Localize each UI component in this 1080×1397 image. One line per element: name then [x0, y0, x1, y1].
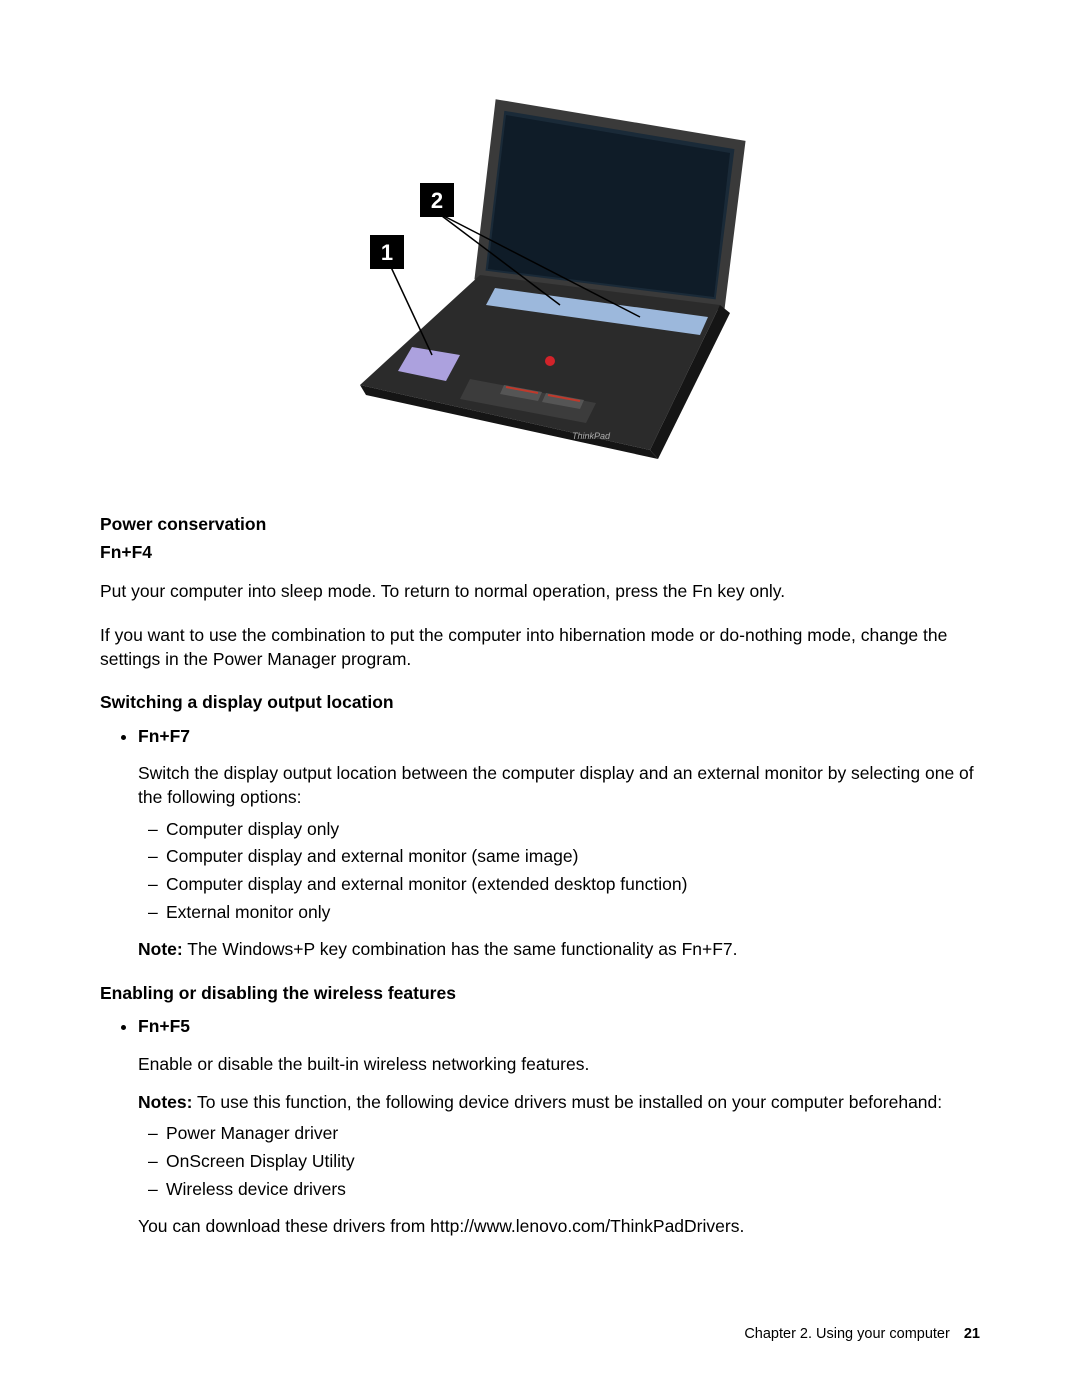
callout-2: 2: [420, 183, 454, 217]
display-note: Note: The Windows+P key combination has …: [138, 938, 980, 962]
fn-f5-bullet: Fn+F5: [100, 1015, 980, 1039]
callout-1: 1: [370, 235, 404, 269]
power-para1: Put your computer into sleep mode. To re…: [100, 580, 980, 604]
brand-label: ThinkPad: [572, 431, 611, 441]
display-intro: Switch the display output location betwe…: [138, 762, 980, 809]
wireless-notes: Notes: To use this function, the followi…: [138, 1091, 980, 1115]
display-heading: Switching a display output location: [100, 691, 980, 715]
display-options-list: Computer display only Computer display a…: [100, 818, 980, 925]
document-page: ThinkPad 1 2 Power conservation Fn+F4 Pu…: [0, 0, 1080, 1397]
wireless-intro: Enable or disable the built-in wireless …: [138, 1053, 980, 1077]
notes-label: Notes:: [138, 1092, 192, 1112]
driver-item: Power Manager driver: [148, 1122, 980, 1146]
power-para2: If you want to use the combination to pu…: [100, 624, 980, 671]
display-option: External monitor only: [148, 901, 980, 925]
display-option: Computer display and external monitor (e…: [148, 873, 980, 897]
fn-f7-label: Fn+F7: [138, 726, 190, 746]
wireless-heading: Enabling or disabling the wireless featu…: [100, 982, 980, 1006]
notes-text: To use this function, the following devi…: [192, 1092, 942, 1112]
laptop-svg: ThinkPad 1 2: [320, 85, 760, 485]
driver-download: You can download these drivers from http…: [138, 1215, 980, 1239]
laptop-figure: ThinkPad 1 2: [100, 85, 980, 485]
footer-chapter: Chapter 2. Using your computer: [744, 1326, 950, 1342]
fn-f4-label: Fn+F4: [100, 541, 980, 565]
note-text: The Windows+P key combination has the sa…: [183, 939, 738, 959]
driver-item: Wireless device drivers: [148, 1178, 980, 1202]
callout-1-label: 1: [381, 240, 393, 265]
driver-list: Power Manager driver OnScreen Display Ut…: [100, 1122, 980, 1201]
trackpoint-icon: [545, 356, 555, 366]
note-label: Note:: [138, 939, 183, 959]
page-footer: Chapter 2. Using your computer 21: [744, 1325, 980, 1345]
display-option: Computer display and external monitor (s…: [148, 845, 980, 869]
footer-page-number: 21: [964, 1326, 980, 1342]
display-option: Computer display only: [148, 818, 980, 842]
callout-2-label: 2: [431, 188, 443, 213]
driver-item: OnScreen Display Utility: [148, 1150, 980, 1174]
fn-f7-bullet: Fn+F7: [100, 725, 980, 749]
power-conservation-heading: Power conservation: [100, 513, 980, 537]
fn-f5-label: Fn+F5: [138, 1016, 190, 1036]
